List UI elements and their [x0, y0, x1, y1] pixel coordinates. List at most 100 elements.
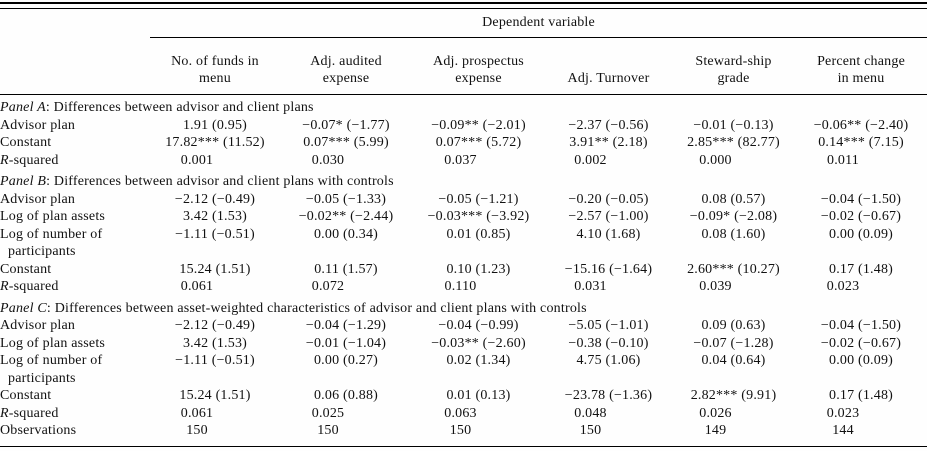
value-cell: 17.82*** (11.52) [165, 135, 265, 150]
value-cell: −0.04 (−1.29) [305, 318, 387, 333]
row-label: R-squared [0, 279, 59, 294]
value-cell: −0.06** (−2.40) [813, 117, 909, 133]
value-cell: 0.11 (1.57) [314, 261, 378, 277]
value-cell: −23.78 (−1.36) [564, 388, 653, 403]
row-label: Constant [0, 135, 52, 150]
value-cell: 0.08 (0.57) [701, 191, 766, 207]
value-cell: 0.023 [826, 279, 860, 294]
value-cell: 150 [186, 423, 208, 438]
column-header-2: Adj. audited expense [280, 37, 412, 95]
value-cell: 3.42 (1.53) [182, 209, 248, 224]
row-label: Advisor plan [0, 318, 76, 333]
value-cell: −0.02 (−0.67) [820, 335, 902, 351]
row-label: Observations [0, 423, 77, 438]
value-cell: 0.00 (0.34) [313, 226, 379, 242]
value-cell: 0.001 [180, 152, 214, 168]
data-row: R-squared 0.001 0.030 0.037 0.002 0.000 0.011 [0, 152, 927, 170]
value-cell: 0.048 [574, 405, 607, 421]
value-cell: 0.17 (1.48) [829, 261, 894, 277]
dependent-variable-spanner: Dependent variable [150, 9, 927, 38]
value-cell: 0.07*** (5.72) [435, 135, 522, 150]
row-label: Log of plan assets [0, 335, 106, 351]
value-cell: −2.12 (−0.49) [174, 318, 256, 333]
value-cell: 3.42 (1.53) [182, 335, 248, 351]
data-row: Advisor plan −2.12 (−0.49) −0.04 (−1.29) −0… [0, 317, 927, 335]
panel-title: Panel C: Differences between asset-weigh… [0, 300, 587, 316]
value-cell: −0.07 (−1.28) [693, 335, 774, 351]
value-cell: −0.09** (−2.01) [431, 117, 526, 133]
column-header-1: No. of funds in menu [150, 37, 280, 95]
value-cell: 0.04 (0.64) [701, 353, 766, 368]
value-cell: 0.00 (0.09) [829, 226, 894, 242]
value-cell: 0.110 [444, 279, 477, 294]
data-row: R-squared 0.061 0.072 0.110 0.031 0.039 0.023 [0, 278, 927, 296]
value-cell: 0.14*** (7.15) [818, 135, 904, 150]
value-cell: −2.37 (−0.56) [568, 117, 649, 133]
data-row: Log of number of participants −1.11 (−0.51… [0, 226, 927, 261]
value-cell: 149 [704, 423, 727, 438]
row-label: Advisor plan [0, 117, 76, 133]
value-cell: 0.072 [311, 279, 345, 294]
value-cell: 0.10 (1.23) [446, 261, 511, 277]
value-cell: −0.05 (−1.21) [438, 191, 519, 207]
panel-title: Panel B: Differences between advisor and… [0, 174, 394, 189]
value-cell: 0.08 (1.60) [701, 226, 766, 242]
value-cell: 0.039 [699, 279, 732, 294]
data-row: Advisor plan −2.12 (−0.49) −0.05 (−1.33) −0… [0, 191, 927, 209]
value-cell: 4.75 (1.06) [576, 353, 641, 368]
corner-cell [0, 9, 150, 38]
value-cell: 0.00 (0.27) [313, 353, 379, 368]
value-cell: 0.030 [311, 152, 345, 168]
column-header-3: Adj. prospectus expense [412, 37, 545, 95]
value-cell: −0.03** (−2.60) [431, 335, 526, 351]
row-label: Log of number of participants [0, 226, 103, 260]
row-label: Log of plan assets [0, 209, 106, 224]
value-cell: 1.91 (0.95) [182, 117, 248, 133]
value-cell: 150 [579, 423, 602, 438]
value-cell: 3.91** (2.18) [569, 135, 648, 150]
value-cell: −0.05 (−1.33) [305, 191, 387, 207]
row-label: R-squared [0, 405, 59, 421]
data-row: Log of number of participants −1.11 (−0.51… [0, 352, 927, 387]
column-header-4: Adj. Turnover [545, 37, 672, 95]
value-cell: 0.01 (0.13) [446, 388, 511, 403]
row-label: Constant [0, 261, 52, 277]
value-cell: −0.01 (−1.04) [305, 335, 387, 351]
panel-title-row-1: Panel A: Differences between advisor and… [0, 95, 927, 117]
value-cell: 0.002 [574, 152, 607, 168]
value-cell: −0.04 (−0.99) [438, 318, 519, 333]
data-row: Advisor plan 1.91 (0.95) −0.07* (−1.77) −0.… [0, 117, 927, 135]
value-cell: 0.01 (0.85) [446, 226, 511, 242]
value-cell: 0.061 [180, 405, 214, 421]
table-body: Panel A: Differences between advisor and… [0, 95, 927, 440]
value-cell: 0.17 (1.48) [829, 388, 894, 403]
data-row: R-squared 0.061 0.025 0.063 0.048 0.026 0.023 [0, 405, 927, 423]
top-double-rule [0, 2, 927, 9]
value-cell: 0.026 [699, 405, 732, 421]
value-cell: 0.00 (0.09) [829, 353, 894, 368]
value-cell: −0.20 (−0.05) [568, 191, 649, 207]
value-cell: 0.023 [826, 405, 860, 421]
data-row: Log of plan assets 3.42 (1.53) −0.01 (−1.0… [0, 335, 927, 353]
spanner-row: Dependent variable [0, 9, 927, 38]
value-cell: −0.04 (−1.50) [820, 318, 902, 333]
data-row: Constant 17.82*** (11.52) 0.07*** (5.99) 0.… [0, 134, 927, 152]
row-label: R-squared [0, 152, 59, 168]
regression-table: Dependent variable No. of funds in menu Ad… [0, 9, 927, 440]
value-cell: 0.061 [180, 279, 214, 294]
row-label: Constant [0, 388, 52, 403]
value-cell: −1.11 (−0.51) [175, 226, 255, 242]
panel-title: Panel A: Differences between advisor and… [0, 100, 314, 115]
value-cell: 0.037 [444, 152, 477, 168]
value-cell: −0.02** (−2.44) [298, 209, 394, 224]
data-row: Observations 150 150 150 150 149 144 [0, 422, 927, 440]
value-cell: 0.063 [444, 405, 477, 421]
value-cell: −1.11 (−0.51) [175, 353, 255, 368]
value-cell: 0.07*** (5.99) [303, 135, 389, 150]
value-cell: 0.09 (0.63) [701, 318, 766, 333]
column-header-row: No. of funds in menu Adj. audited expense Ad… [0, 37, 927, 95]
value-cell: 0.06 (0.88) [313, 388, 379, 403]
value-cell: −0.01 (−0.13) [693, 117, 774, 133]
value-cell: 2.85*** (82.77) [687, 135, 780, 150]
value-cell: −0.03*** (−3.92) [427, 209, 530, 224]
